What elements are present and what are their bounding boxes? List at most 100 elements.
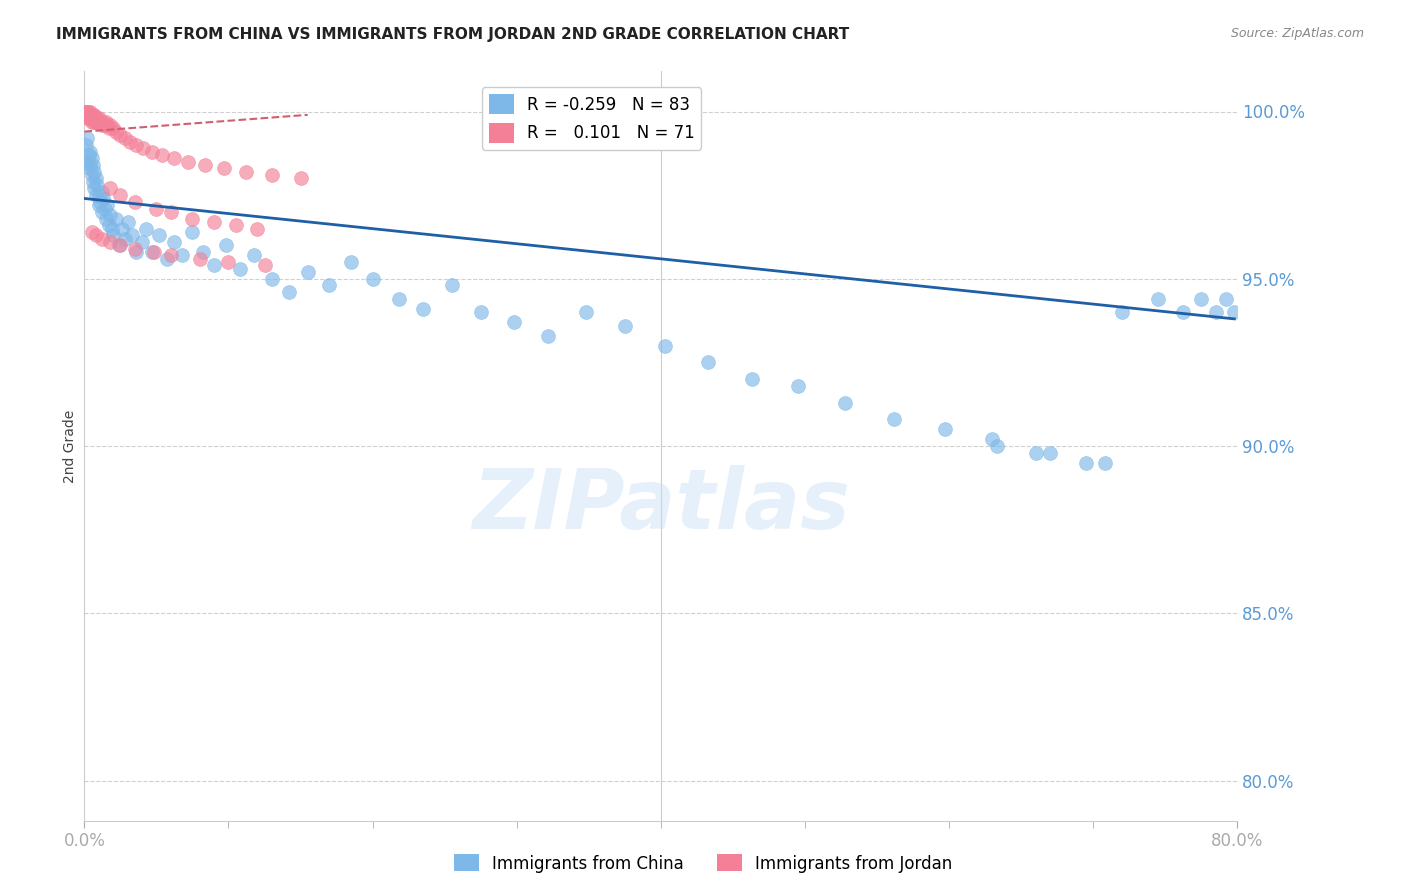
Text: ZIPatlas: ZIPatlas: [472, 466, 849, 547]
Point: [96, 198, 118, 212]
Text: IMMIGRANTS FROM CHINA VS IMMIGRANTS FROM JORDAN 2ND GRADE CORRELATION CHART: IMMIGRANTS FROM CHINA VS IMMIGRANTS FROM…: [56, 27, 849, 42]
Point: [82, 112, 104, 126]
Point: [191, 245, 214, 260]
Point: [79, 108, 101, 122]
Point: [575, 305, 598, 319]
Point: [96, 118, 118, 132]
Point: [177, 154, 200, 169]
Point: [163, 151, 186, 165]
Point: [1039, 446, 1062, 460]
Point: [212, 161, 235, 176]
Point: [1111, 305, 1133, 319]
Point: [125, 137, 148, 152]
Point: [160, 204, 183, 219]
Point: [98, 235, 121, 249]
Point: [141, 145, 163, 159]
Point: [98, 208, 121, 222]
Point: [105, 125, 128, 139]
Point: [883, 412, 905, 426]
Point: [90, 118, 112, 132]
Point: [84, 114, 107, 128]
Point: [150, 148, 173, 162]
Legend: Immigrants from China, Immigrants from Jordan: Immigrants from China, Immigrants from J…: [447, 847, 959, 880]
Point: [73, 104, 96, 119]
Point: [108, 238, 131, 252]
Point: [1215, 292, 1237, 306]
Point: [340, 255, 363, 269]
Point: [84, 171, 107, 186]
Point: [654, 338, 676, 352]
Point: [440, 278, 463, 293]
Point: [87, 198, 110, 212]
Point: [124, 242, 146, 256]
Point: [111, 221, 134, 235]
Point: [1205, 305, 1227, 319]
Point: [76, 104, 98, 119]
Point: [502, 315, 524, 329]
Point: [290, 171, 312, 186]
Point: [103, 121, 124, 136]
Point: [155, 252, 177, 266]
Point: [253, 259, 276, 273]
Point: [87, 114, 110, 128]
Point: [1171, 305, 1194, 319]
Point: [89, 114, 111, 128]
Point: [79, 158, 101, 172]
Point: [412, 301, 434, 316]
Point: [90, 204, 112, 219]
Point: [86, 112, 108, 126]
Point: [145, 202, 167, 216]
Point: [82, 175, 104, 189]
Point: [90, 232, 112, 246]
Point: [981, 432, 1004, 446]
Point: [194, 158, 217, 172]
Point: [1074, 456, 1097, 470]
Point: [613, 318, 636, 333]
Point: [537, 328, 560, 343]
Point: [86, 178, 108, 193]
Point: [188, 252, 211, 266]
Point: [260, 168, 283, 182]
Point: [100, 221, 122, 235]
Point: [318, 278, 340, 293]
Point: [84, 112, 107, 126]
Point: [110, 188, 132, 202]
Point: [110, 128, 132, 142]
Point: [125, 245, 148, 260]
Point: [172, 248, 194, 262]
Point: [83, 181, 105, 195]
Point: [246, 221, 269, 235]
Point: [76, 112, 98, 126]
Point: [297, 265, 319, 279]
Point: [132, 141, 155, 155]
Point: [124, 194, 146, 209]
Point: [114, 131, 136, 145]
Point: [470, 305, 492, 319]
Point: [1025, 446, 1047, 460]
Point: [82, 108, 104, 122]
Point: [181, 211, 204, 226]
Text: Source: ZipAtlas.com: Source: ZipAtlas.com: [1230, 27, 1364, 40]
Point: [83, 112, 105, 126]
Point: [97, 219, 120, 233]
Point: [225, 219, 247, 233]
Point: [83, 108, 105, 122]
Point: [76, 154, 98, 169]
Y-axis label: 2nd Grade: 2nd Grade: [63, 409, 77, 483]
Point: [91, 192, 114, 206]
Point: [202, 259, 225, 273]
Point: [79, 145, 101, 159]
Point: [80, 225, 103, 239]
Point: [278, 285, 301, 300]
Point: [93, 118, 115, 132]
Point: [135, 221, 157, 235]
Point: [148, 228, 170, 243]
Point: [87, 112, 110, 126]
Point: [121, 228, 143, 243]
Point: [75, 137, 97, 152]
Point: [75, 108, 97, 122]
Point: [110, 238, 132, 252]
Point: [387, 292, 409, 306]
Point: [1223, 305, 1246, 319]
Point: [361, 271, 384, 285]
